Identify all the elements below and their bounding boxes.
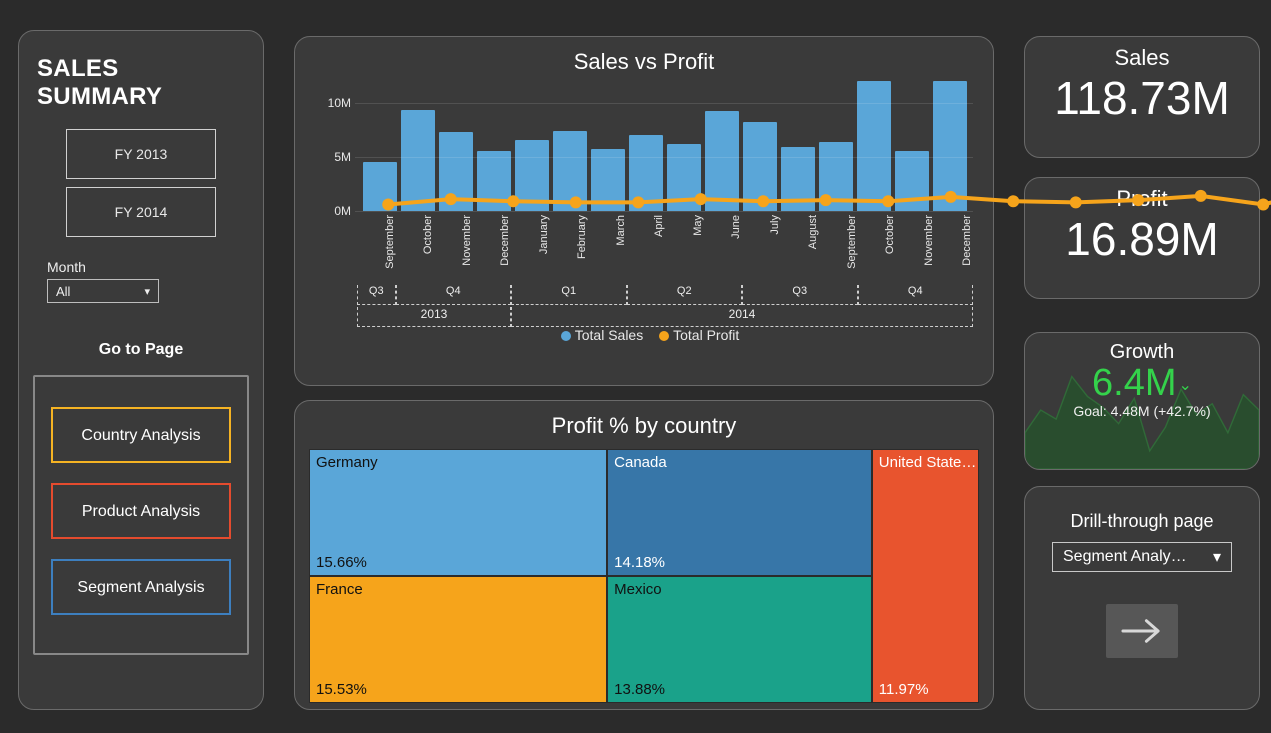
drill-through-go-button[interactable] [1106, 604, 1178, 658]
nav-segment-analysis[interactable]: Segment Analysis [51, 559, 231, 615]
treemap-tile-value: 15.66% [316, 554, 367, 571]
sales-vs-profit-chart[interactable]: Sales vs Profit 0M 5M 10M September October… [294, 36, 994, 386]
treemap-area: Germany 15.66% Canada 14.18% France 15.53% Mex… [309, 449, 979, 703]
profit-by-country-treemap[interactable]: Profit % by country Germany 15.66% Canada 1… [294, 400, 994, 710]
treemap-tile-label: France [316, 581, 363, 598]
legend-dot-sales [561, 331, 571, 341]
treemap-tile[interactable]: United State… 11.97% [872, 449, 979, 703]
treemap-tile[interactable]: Canada 14.18% [607, 449, 872, 576]
chart-area: 0M 5M 10M September October November December… [315, 81, 973, 321]
bar[interactable] [705, 111, 739, 211]
treemap-tile-label: Canada [614, 454, 667, 471]
legend-label-profit: Total Profit [673, 327, 739, 343]
x-month-label: February [576, 215, 588, 259]
month-label: Month [19, 245, 263, 279]
y-tick: 0M [334, 204, 351, 218]
bar[interactable] [363, 162, 397, 211]
bar[interactable] [667, 144, 701, 211]
x-month-label: December [961, 215, 973, 266]
chart-legend: Total Sales Total Profit [295, 327, 993, 343]
treemap-tile-value: 15.53% [316, 681, 367, 698]
x-month-label: November [923, 215, 935, 266]
quarter-cell: Q2 [627, 285, 743, 305]
kpi-sales-title: Sales [1025, 45, 1259, 71]
treemap-tile[interactable]: Mexico 13.88% [607, 576, 872, 703]
quarter-cell: Q3 [357, 285, 396, 305]
legend-dot-profit [659, 331, 669, 341]
kpi-sales-card: Sales 118.73M [1024, 36, 1260, 158]
kpi-profit-value: 16.89M [1025, 214, 1259, 265]
x-month-label: August [807, 215, 819, 249]
kpi-sales-value: 118.73M [1025, 73, 1259, 124]
drill-through-value: Segment Analy… [1063, 548, 1187, 566]
treemap-tile-value: 14.18% [614, 554, 665, 571]
nav-box: Country Analysis Product Analysis Segmen… [33, 375, 249, 655]
bar[interactable] [933, 81, 967, 211]
month-select[interactable]: All ▾ [47, 279, 159, 303]
x-month-label: December [499, 215, 511, 266]
treemap-tile[interactable]: Germany 15.66% [309, 449, 607, 576]
bar[interactable] [629, 135, 663, 211]
x-month-label: October [884, 215, 896, 254]
x-month-label: November [461, 215, 473, 266]
legend-label-sales: Total Sales [575, 327, 643, 343]
x-month-label: March [615, 215, 627, 246]
x-month-label: July [769, 215, 781, 235]
treemap-tile-label: Germany [316, 454, 378, 471]
y-tick: 10M [328, 96, 351, 110]
chevron-down-icon: ⌄ [1179, 377, 1192, 394]
chevron-down-icon: ▾ [1213, 547, 1221, 567]
x-month-label: September [384, 215, 396, 269]
quarter-cell: Q4 [858, 285, 974, 305]
sidebar: SALES SUMMARY FY 2013 FY 2014 Month All … [18, 30, 264, 710]
quarter-cell: Q4 [396, 285, 512, 305]
fy-2014-button[interactable]: FY 2014 [66, 187, 216, 237]
bar[interactable] [743, 122, 777, 211]
month-select-value: All [56, 284, 70, 299]
bar[interactable] [895, 151, 929, 211]
kpi-growth-card: Growth 6.4M⌄ Goal: 4.48M (+42.7%) [1024, 332, 1260, 470]
kpi-profit-title: Profit [1025, 186, 1259, 212]
treemap-tile-label: United State… [879, 454, 977, 471]
treemap-tile-value: 13.88% [614, 681, 665, 698]
chevron-down-icon: ▾ [144, 285, 150, 298]
treemap-tile-label: Mexico [614, 581, 662, 598]
bar[interactable] [439, 132, 473, 211]
bar[interactable] [857, 81, 891, 211]
drill-through-card: Drill-through page Segment Analy… ▾ [1024, 486, 1260, 710]
x-month-label: April [653, 215, 665, 237]
x-month-label: October [422, 215, 434, 254]
x-month-label: January [538, 215, 550, 254]
bar[interactable] [515, 140, 549, 212]
x-month-label: June [730, 215, 742, 239]
goto-page-label: Go to Page [19, 341, 263, 359]
x-month-label: May [692, 215, 704, 236]
quarter-cell: Q3 [742, 285, 858, 305]
treemap-tile-value: 11.97% [879, 681, 929, 698]
x-month-label: September [846, 215, 858, 269]
drill-through-title: Drill-through page [1025, 511, 1259, 532]
treemap-title: Profit % by country [295, 413, 993, 439]
drill-through-select[interactable]: Segment Analy… ▾ [1052, 542, 1232, 572]
bar[interactable] [553, 131, 587, 211]
treemap-tile[interactable]: France 15.53% [309, 576, 607, 703]
nav-country-analysis[interactable]: Country Analysis [51, 407, 231, 463]
bar[interactable] [477, 151, 511, 211]
bar[interactable] [401, 110, 435, 211]
chart-title: Sales vs Profit [295, 49, 993, 75]
kpi-growth-value: 6.4M⌄ [1025, 362, 1259, 405]
year-cell: 2014 [511, 307, 973, 327]
fy-2013-button[interactable]: FY 2013 [66, 129, 216, 179]
bar[interactable] [591, 149, 625, 211]
quarter-cell: Q1 [511, 285, 627, 305]
kpi-growth-goal: Goal: 4.48M (+42.7%) [1025, 403, 1259, 419]
arrow-right-icon [1120, 615, 1164, 647]
bar[interactable] [819, 142, 853, 211]
nav-product-analysis[interactable]: Product Analysis [51, 483, 231, 539]
y-tick: 5M [334, 150, 351, 164]
year-cell: 2013 [357, 307, 511, 327]
kpi-profit-card: Profit 16.89M [1024, 177, 1260, 299]
sidebar-title: SALES SUMMARY [19, 31, 263, 121]
